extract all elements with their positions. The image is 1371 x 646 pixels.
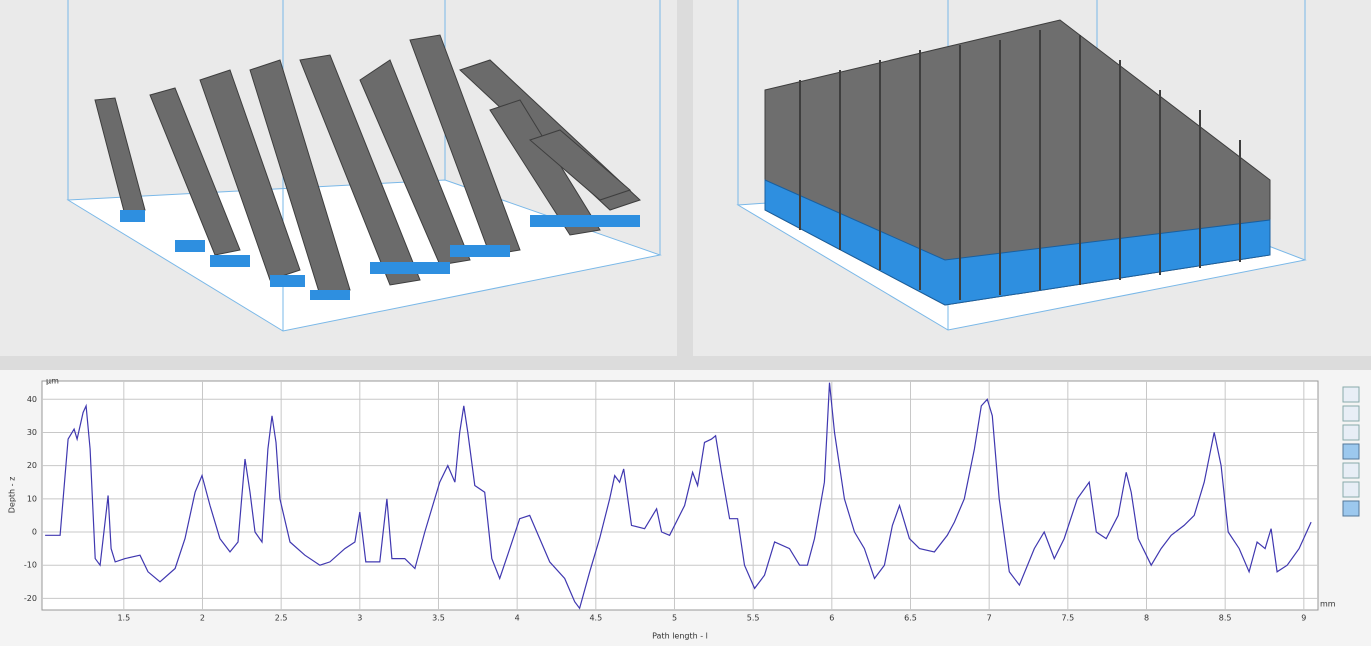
x-tick-label: 5 [672,614,677,623]
view-button[interactable] [1343,501,1359,516]
y-tick-label: 30 [27,428,37,437]
zoom-out-button[interactable] [1343,406,1359,421]
x-tick-label: 8 [1144,614,1149,623]
axes-button[interactable] [1343,463,1359,478]
x-unit: mm [1320,600,1336,609]
render-left [0,0,677,356]
y-tick-label: 20 [27,461,37,470]
x-tick-label: 9 [1301,614,1306,623]
y-tick-label: 10 [27,494,37,503]
x-tick-label: 8.5 [1219,614,1232,623]
x-tick-label: 2.5 [275,614,288,623]
x-tick-label: 3 [357,614,362,623]
x-tick-label: 5.5 [747,614,760,623]
y-unit: µm [46,377,59,386]
y-tick-label: -20 [24,594,37,603]
x-tick-label: 6 [829,614,834,623]
y-tick-label: 0 [32,528,37,537]
x-tick-label: 4 [515,614,520,623]
toolbar [1343,387,1359,516]
x-tick-label: 1.5 [117,614,130,623]
plot-area [42,381,1318,610]
x-tick-label: 2 [200,614,205,623]
x-axis-label: Path length - l [652,632,708,641]
x-tick-label: 3.5 [432,614,445,623]
y-tick-label: 40 [27,395,37,404]
x-tick-label: 6.5 [904,614,917,623]
render-right [693,0,1371,356]
y-axis-label: Depth - z [8,477,17,514]
x-tick-label: 7.5 [1061,614,1074,623]
zoom-in-button[interactable] [1343,387,1359,402]
fit-button[interactable] [1343,425,1359,440]
y-tick-label: -10 [24,561,37,570]
screen: -20 -10 0 10 20 30 40 1.5 2 2.5 3 3.5 4 4.5 5 5.5 6 6.5 7 7… [0,0,1371,646]
grid-button[interactable] [1343,444,1359,459]
x-tick-label: 7 [987,614,992,623]
x-tick-label: 4.5 [589,614,602,623]
export-button[interactable] [1343,482,1359,497]
